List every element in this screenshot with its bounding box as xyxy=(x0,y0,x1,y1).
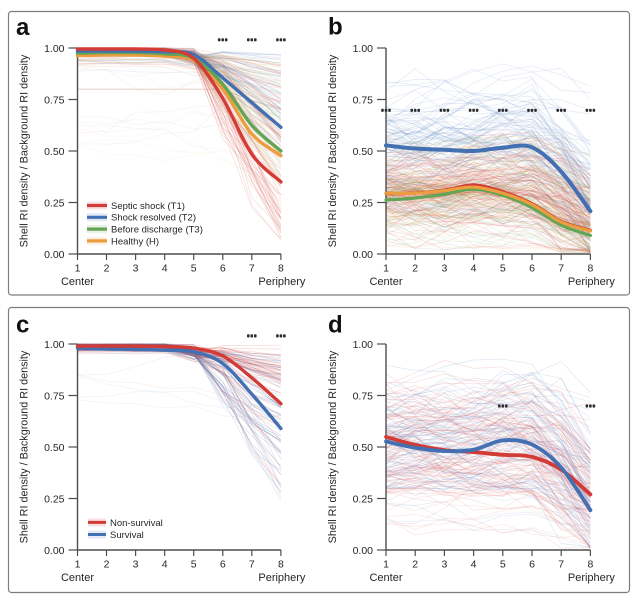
svg-text:8: 8 xyxy=(587,559,593,571)
svg-text:5: 5 xyxy=(191,559,197,571)
svg-text:3: 3 xyxy=(133,559,139,571)
svg-text:1.00: 1.00 xyxy=(44,43,65,55)
svg-text:1: 1 xyxy=(383,559,389,571)
svg-text:3: 3 xyxy=(441,559,447,571)
svg-text:Center: Center xyxy=(61,572,94,584)
svg-text:7: 7 xyxy=(249,263,255,275)
svg-text:a: a xyxy=(16,14,30,41)
svg-text:1: 1 xyxy=(75,263,81,275)
svg-text:7: 7 xyxy=(558,263,564,275)
svg-text:Before discharge (T3): Before discharge (T3) xyxy=(111,225,203,236)
svg-text:Periphery: Periphery xyxy=(568,572,616,584)
svg-text:0.00: 0.00 xyxy=(353,545,374,557)
svg-text:6: 6 xyxy=(220,559,226,571)
svg-text:0.75: 0.75 xyxy=(44,94,65,106)
svg-text:5: 5 xyxy=(500,263,506,275)
svg-text:Survival: Survival xyxy=(110,530,144,541)
svg-text:b: b xyxy=(328,14,343,41)
svg-text:6: 6 xyxy=(529,263,535,275)
svg-text:0.00: 0.00 xyxy=(44,249,65,261)
svg-text:5: 5 xyxy=(500,559,506,571)
svg-text:0.75: 0.75 xyxy=(44,390,65,402)
svg-text:0.00: 0.00 xyxy=(353,249,374,261)
svg-text:Septic shock (T1): Septic shock (T1) xyxy=(111,201,185,212)
svg-text:2: 2 xyxy=(104,263,110,275)
svg-text:Periphery: Periphery xyxy=(258,572,306,584)
svg-text:2: 2 xyxy=(412,263,418,275)
svg-text:8: 8 xyxy=(278,263,284,275)
svg-text:d: d xyxy=(328,312,343,339)
svg-text:Shell RI density / Background: Shell RI density / Background RI density xyxy=(19,350,31,543)
svg-text:0.25: 0.25 xyxy=(353,197,374,209)
svg-text:1.00: 1.00 xyxy=(353,43,374,55)
svg-text:Center: Center xyxy=(369,572,402,584)
svg-text:2: 2 xyxy=(104,559,110,571)
svg-text:7: 7 xyxy=(558,559,564,571)
svg-text:1: 1 xyxy=(75,559,81,571)
svg-text:0.50: 0.50 xyxy=(353,442,374,454)
svg-text:6: 6 xyxy=(529,559,535,571)
svg-text:0.25: 0.25 xyxy=(44,197,65,209)
svg-text:Center: Center xyxy=(61,276,94,288)
svg-text:Shell RI density / Background: Shell RI density / Background RI density xyxy=(19,54,31,247)
svg-text:7: 7 xyxy=(249,559,255,571)
svg-text:Periphery: Periphery xyxy=(258,276,306,288)
svg-text:0.50: 0.50 xyxy=(44,146,65,158)
svg-text:1.00: 1.00 xyxy=(353,339,374,351)
svg-text:0.00: 0.00 xyxy=(44,545,65,557)
svg-text:Shell RI density / Background: Shell RI density / Background RI density xyxy=(327,54,339,247)
svg-text:0.75: 0.75 xyxy=(353,390,374,402)
svg-text:0.25: 0.25 xyxy=(44,493,65,505)
svg-text:Non-survival: Non-survival xyxy=(110,518,163,529)
svg-text:Shock resolved (T2): Shock resolved (T2) xyxy=(111,213,196,224)
svg-text:4: 4 xyxy=(162,263,168,275)
svg-text:3: 3 xyxy=(441,263,447,275)
svg-text:5: 5 xyxy=(191,263,197,275)
svg-text:0.50: 0.50 xyxy=(353,146,374,158)
svg-text:4: 4 xyxy=(162,559,168,571)
svg-text:Healthy (H): Healthy (H) xyxy=(111,236,159,247)
svg-text:Periphery: Periphery xyxy=(568,276,616,288)
svg-text:0.50: 0.50 xyxy=(44,442,65,454)
svg-text:0.25: 0.25 xyxy=(353,493,374,505)
svg-text:1.00: 1.00 xyxy=(44,339,65,351)
svg-text:0.75: 0.75 xyxy=(353,94,374,106)
svg-text:2: 2 xyxy=(412,559,418,571)
svg-text:8: 8 xyxy=(278,559,284,571)
svg-text:Center: Center xyxy=(369,276,402,288)
svg-text:Shell RI density / Background: Shell RI density / Background RI density xyxy=(327,350,339,543)
svg-text:4: 4 xyxy=(471,263,477,275)
svg-text:8: 8 xyxy=(587,263,593,275)
svg-text:6: 6 xyxy=(220,263,226,275)
svg-text:3: 3 xyxy=(133,263,139,275)
svg-text:1: 1 xyxy=(383,263,389,275)
svg-text:c: c xyxy=(16,312,29,339)
svg-text:4: 4 xyxy=(471,559,477,571)
